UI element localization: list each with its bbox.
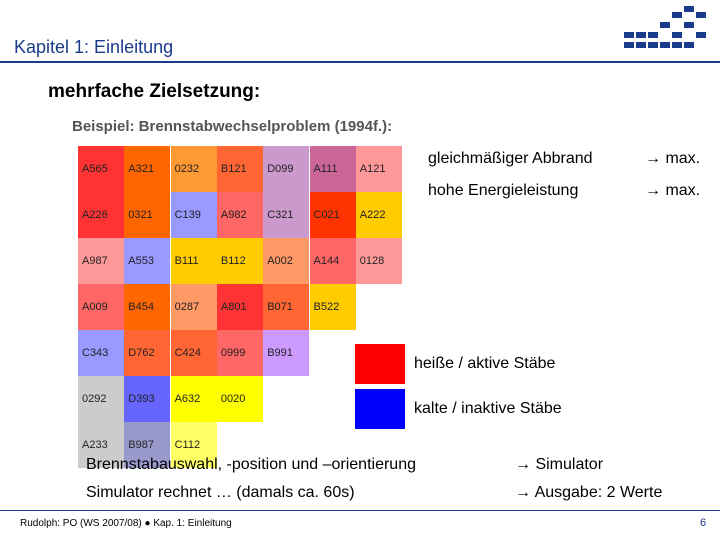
grid-cell: A565 xyxy=(78,146,124,192)
goal-text: hohe Energieleistung xyxy=(428,182,579,199)
step-text: Simulator rechnet … (damals ca. 60s) xyxy=(86,484,355,501)
legend-label: kalte / inaktive Stäbe xyxy=(414,400,562,417)
grid-cell: B987 xyxy=(124,422,171,468)
grid-cell: 0321 xyxy=(124,192,171,238)
grid-cell: 0287 xyxy=(170,284,217,330)
grid-cell: A987 xyxy=(78,238,124,284)
grid-cell: A121 xyxy=(355,146,402,192)
grid-cell: A553 xyxy=(124,238,171,284)
grid-cell: A321 xyxy=(124,146,171,192)
title-rule xyxy=(0,61,720,63)
grid-cell: A632 xyxy=(170,376,217,422)
grid-cell: C343 xyxy=(78,330,124,376)
grid-cell: C112 xyxy=(170,422,217,468)
grid-cell: A009 xyxy=(78,284,124,330)
grid-cell: A002 xyxy=(263,238,310,284)
grid-cell: A801 xyxy=(216,284,263,330)
grid-cell: B522 xyxy=(309,284,356,330)
grid-cell: A982 xyxy=(216,192,263,238)
grid-cell: B454 xyxy=(124,284,171,330)
grid-cell: 0292 xyxy=(78,376,124,422)
grid-cell: D099 xyxy=(263,146,310,192)
step-text: Brennstabauswahl, -position und –orienti… xyxy=(86,456,416,473)
step-result: → Simulator xyxy=(515,456,604,473)
grid-cell: A222 xyxy=(355,192,402,238)
goal-target: → max. xyxy=(645,182,701,199)
grid-cell: C424 xyxy=(170,330,217,376)
grid-cell: B121 xyxy=(216,146,263,192)
grid-cell: 0128 xyxy=(355,238,402,284)
slide-title: Kapitel 1: Einleitung xyxy=(14,37,174,57)
grid-cell: 0232 xyxy=(170,146,217,192)
goal-target: → max. xyxy=(645,150,701,167)
grid-cell: 0999 xyxy=(216,330,263,376)
footer-rule xyxy=(0,510,720,511)
step-result: → Ausgabe: 2 Werte xyxy=(515,484,663,501)
subheading: Beispiel: Brennstabwechselproblem (1994f… xyxy=(72,118,393,135)
grid-cell: B071 xyxy=(263,284,310,330)
grid-cell: D393 xyxy=(124,376,171,422)
grid-cell: C321 xyxy=(263,192,310,238)
grid-cell: C139 xyxy=(170,192,217,238)
grid-cell: A233 xyxy=(78,422,124,468)
grid-cell: D762 xyxy=(124,330,171,376)
goal-text: gleichmäßiger Abbrand xyxy=(428,150,593,167)
grid-cell: B111 xyxy=(170,238,217,284)
grid-cell: A226 xyxy=(78,192,124,238)
heading: mehrfache Zielsetzung: xyxy=(48,81,261,102)
legend-label: heiße / aktive Stäbe xyxy=(414,355,556,372)
grid-cell: C021 xyxy=(309,192,356,238)
grid-cell: B991 xyxy=(263,330,310,376)
legend-swatch xyxy=(355,344,405,384)
legend-swatch xyxy=(355,389,405,429)
page-number: 6 xyxy=(700,517,707,529)
grid-cell: 0020 xyxy=(216,376,263,422)
footer-text: Rudolph: PO (WS 2007/08) ● Kap. 1: Einle… xyxy=(20,518,232,529)
grid-cell: B112 xyxy=(216,238,263,284)
grid-cell: A111 xyxy=(309,146,356,192)
grid-cell: A144 xyxy=(309,238,356,284)
logo xyxy=(624,6,706,48)
